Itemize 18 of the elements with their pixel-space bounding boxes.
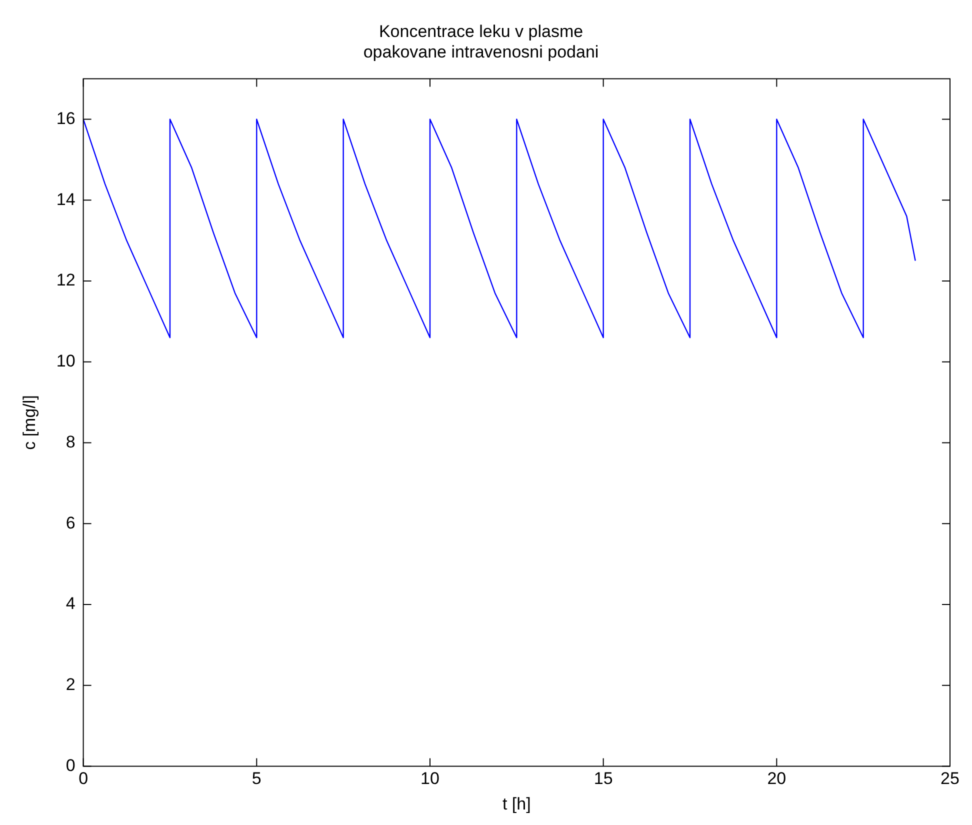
y-tick-label: 12 (56, 270, 76, 290)
y-tick-label: 6 (66, 513, 76, 532)
y-tick-label: 10 (56, 352, 76, 371)
x-tick-label: 20 (767, 769, 786, 788)
y-tick-label: 2 (66, 675, 76, 694)
x-axis-title: t [h] (502, 794, 531, 814)
chart-title: Koncentrace leku v plasme opakovane intravenosni podani (363, 22, 599, 62)
y-tick-label: 16 (56, 108, 76, 128)
x-tick-label: 10 (420, 769, 440, 788)
y-tick-label: 0 (66, 756, 76, 775)
x-tick-label: 15 (594, 769, 613, 788)
y-tick-label: 8 (66, 432, 76, 452)
x-tick-label: 0 (78, 769, 88, 788)
x-tick-label: 5 (252, 769, 262, 788)
y-tick-label: 14 (56, 190, 76, 209)
x-tick-label: 25 (940, 769, 960, 788)
y-axis-title: c [mg/l] (20, 395, 39, 450)
y-tick-label: 4 (66, 594, 76, 614)
